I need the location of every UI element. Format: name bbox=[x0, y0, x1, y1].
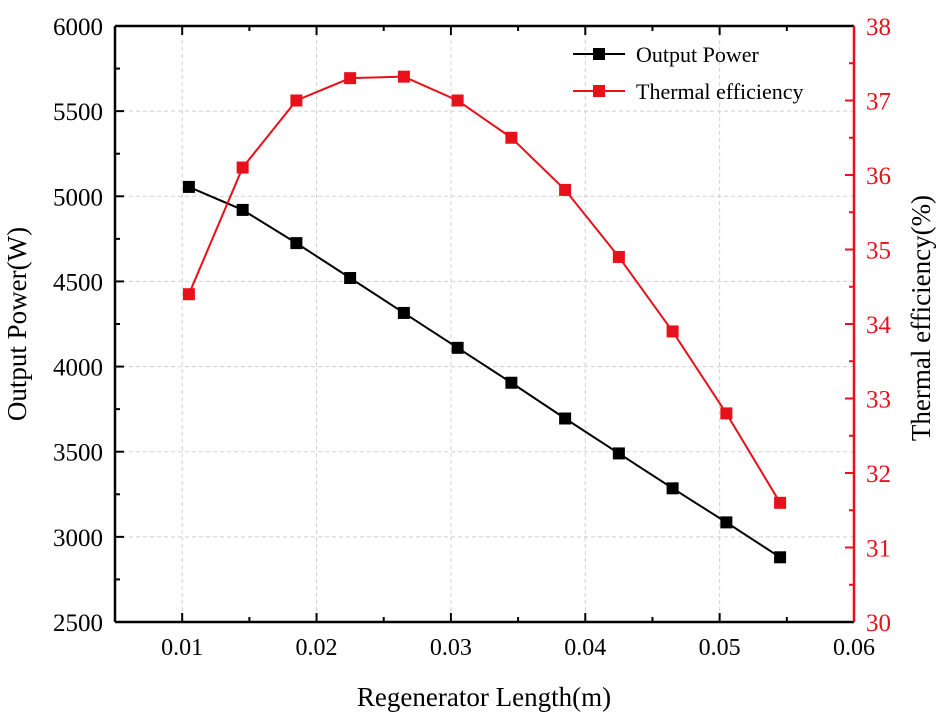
y-tick-label: 4500 bbox=[53, 269, 103, 296]
x-axis-label: Regenerator Length(m) bbox=[357, 682, 611, 712]
y2-tick-label: 32 bbox=[866, 461, 891, 488]
y2-tick-label: 38 bbox=[866, 14, 891, 41]
data-point bbox=[451, 94, 464, 107]
data-point bbox=[559, 183, 572, 196]
y-tick-label: 5500 bbox=[53, 99, 103, 126]
data-point bbox=[290, 94, 303, 107]
data-point bbox=[505, 376, 518, 389]
data-point bbox=[397, 70, 410, 83]
data-point bbox=[666, 325, 679, 338]
series bbox=[182, 70, 787, 564]
data-point bbox=[666, 482, 679, 495]
data-point bbox=[612, 447, 625, 460]
data-point bbox=[236, 161, 249, 174]
data-point bbox=[344, 72, 357, 85]
data-point bbox=[720, 516, 733, 529]
y-tick-label: 2500 bbox=[53, 610, 103, 637]
y2-tick-label: 36 bbox=[866, 163, 891, 190]
y-axis-label: Output Power(W) bbox=[2, 227, 32, 421]
data-point bbox=[344, 272, 357, 285]
y2-tick-label: 35 bbox=[866, 238, 891, 265]
y-tick-label: 6000 bbox=[53, 14, 103, 41]
y2-tick-label: 31 bbox=[866, 536, 891, 563]
x-tick-label: 0.01 bbox=[161, 635, 203, 661]
x-tick-label: 0.04 bbox=[564, 635, 606, 661]
legend-marker bbox=[593, 85, 605, 97]
y-tick-label: 3500 bbox=[53, 440, 103, 467]
y-tick-label: 5000 bbox=[53, 184, 103, 211]
x-tick-label: 0.03 bbox=[430, 635, 472, 661]
x-tick-label: 0.06 bbox=[833, 635, 875, 661]
y-tick-label: 3000 bbox=[53, 525, 103, 552]
y2-axis-label: Thermal efficiency(%) bbox=[906, 195, 936, 441]
y2-tick-label: 37 bbox=[866, 89, 891, 116]
legend-label: Output Power bbox=[636, 42, 760, 67]
data-point bbox=[505, 131, 518, 144]
x-tick-label: 0.02 bbox=[296, 635, 338, 661]
data-point bbox=[774, 496, 787, 509]
series-line-output-power bbox=[188, 186, 781, 559]
data-point bbox=[774, 551, 787, 564]
y2-tick-label: 34 bbox=[866, 312, 892, 339]
series-line-thermal-efficiency bbox=[187, 75, 781, 504]
legend-marker bbox=[593, 48, 605, 60]
x-tick-label: 0.05 bbox=[699, 635, 741, 661]
legend: Output Power Thermal efficiency bbox=[573, 42, 804, 104]
data-point bbox=[720, 407, 733, 420]
axes: 0.01 0.02 0.03 0.04 0.05 0.06 2500 3000 3500 4000… bbox=[53, 14, 892, 661]
data-point bbox=[559, 412, 572, 425]
grid bbox=[115, 26, 854, 622]
data-point bbox=[397, 306, 410, 319]
data-point bbox=[612, 250, 625, 263]
y2-tick-label: 30 bbox=[866, 610, 891, 637]
data-point bbox=[182, 180, 195, 193]
y2-tick-label: 33 bbox=[866, 387, 891, 414]
data-point bbox=[451, 341, 464, 354]
y-tick-label: 4000 bbox=[53, 355, 103, 382]
legend-label: Thermal efficiency bbox=[636, 79, 804, 104]
data-point bbox=[290, 237, 303, 250]
data-point bbox=[182, 288, 195, 301]
data-point bbox=[236, 203, 249, 216]
